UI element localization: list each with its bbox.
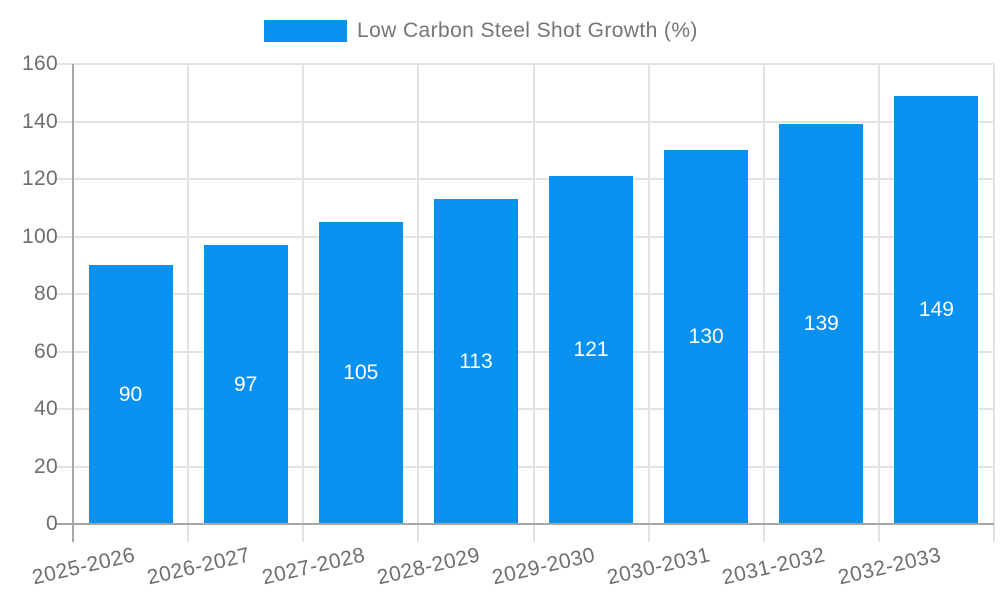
y-tick-label: 100 <box>22 224 58 248</box>
bar-value-label: 97 <box>234 372 258 396</box>
bar-2027-2028: 105 <box>318 222 403 524</box>
x-tick-label: 2031-2032 <box>720 543 828 590</box>
x-gridline <box>187 64 190 542</box>
y-gridline <box>56 120 994 123</box>
bar-2032-2033: 149 <box>894 95 979 524</box>
y-tick-label: 120 <box>22 167 58 190</box>
y-tick-label: 160 <box>22 52 58 75</box>
y-gridline <box>56 350 994 353</box>
bar-2029-2030: 121 <box>549 176 634 524</box>
x-gridline <box>302 64 305 542</box>
x-tick-label: 2027-2028 <box>259 543 368 590</box>
legend-item[interactable]: Low Carbon Steel Shot Growth (%) <box>264 19 698 43</box>
y-gridline <box>56 178 994 180</box>
x-tick-label: 2032-2033 <box>835 543 943 590</box>
y-tick-label: 140 <box>22 109 58 133</box>
x-gridline <box>877 64 880 542</box>
bar-value-label: 105 <box>343 361 379 385</box>
bar-value-label: 139 <box>803 312 839 336</box>
y-gridline <box>56 235 994 238</box>
legend-label: Low Carbon Steel Shot Growth (%) <box>357 19 698 42</box>
y-tick-label: 20 <box>34 454 58 478</box>
legend-swatch-icon <box>264 20 347 42</box>
legend: Low Carbon Steel Shot Growth (%) <box>264 19 698 43</box>
bar-2028-2029: 113 <box>433 199 518 524</box>
bar-2031-2032: 139 <box>779 124 864 524</box>
y-gridline <box>56 63 994 65</box>
x-gridline <box>647 64 650 542</box>
y-axis-line <box>72 64 74 542</box>
x-axis-line <box>56 523 994 525</box>
y-tick-label: 0 <box>46 512 58 535</box>
bar-2025-2026: 90 <box>88 265 173 524</box>
y-tick-label: 40 <box>34 397 58 420</box>
x-tick-label: 2029-2030 <box>490 543 598 590</box>
x-gridline <box>762 64 765 542</box>
bar-value-label: 90 <box>118 382 143 406</box>
y-tick-label: 60 <box>34 339 58 363</box>
x-tick-label: 2025-2026 <box>29 543 138 590</box>
y-gridline <box>56 293 994 295</box>
bar-value-label: 121 <box>573 338 609 362</box>
x-gridline <box>417 64 420 542</box>
bar-value-label: 149 <box>918 297 954 321</box>
x-tick-label: 2030-2031 <box>605 543 713 590</box>
x-tick-label: 2026-2027 <box>144 543 253 590</box>
y-gridline <box>56 465 994 468</box>
bar-2030-2031: 130 <box>664 150 749 524</box>
bar-value-label: 113 <box>459 349 493 373</box>
x-tick-label: 2028-2029 <box>374 543 483 590</box>
x-gridline <box>532 64 535 542</box>
x-gridline <box>993 64 995 542</box>
y-gridline <box>56 408 994 410</box>
y-tick-label: 80 <box>34 282 58 305</box>
bar-value-label: 130 <box>688 325 724 349</box>
bar-2026-2027: 97 <box>203 245 288 524</box>
